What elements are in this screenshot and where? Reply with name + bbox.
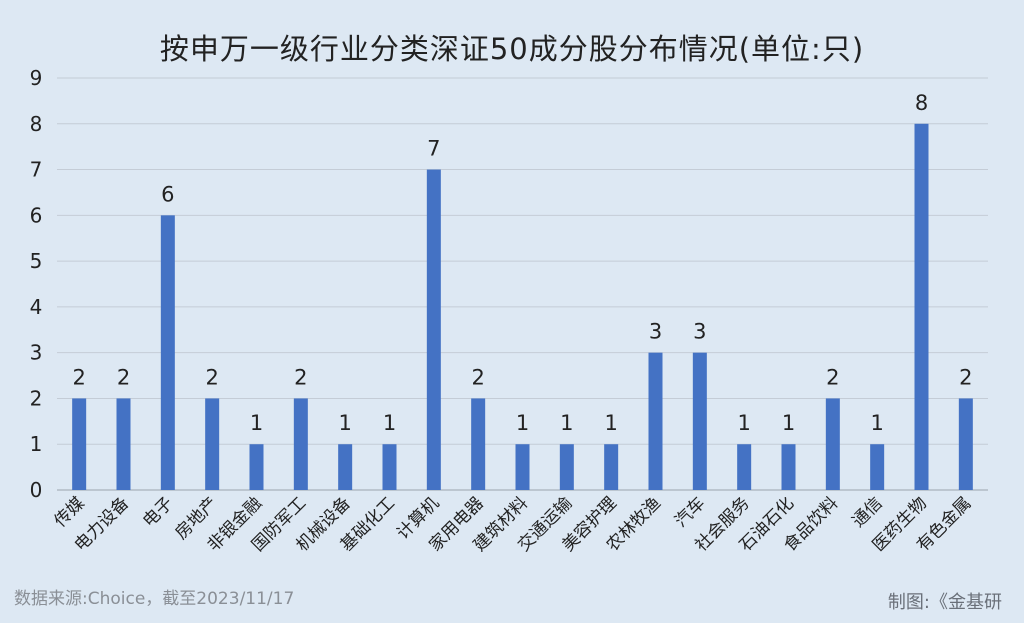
data-label: 1 — [516, 411, 529, 435]
data-label: 2 — [117, 365, 130, 389]
x-tick-label: 汽车 — [671, 493, 709, 531]
bar — [870, 444, 885, 490]
data-label: 1 — [560, 411, 573, 435]
y-tick-label: 6 — [30, 203, 43, 227]
bar — [515, 444, 530, 490]
y-tick-label: 3 — [30, 341, 43, 365]
data-label: 7 — [427, 137, 440, 161]
bar — [249, 444, 264, 490]
bar — [205, 398, 220, 490]
bar — [559, 444, 574, 490]
bar — [426, 169, 441, 491]
data-label: 2 — [72, 365, 85, 389]
credit-note: 制图:《金基研 — [887, 592, 1002, 613]
bar — [781, 444, 796, 490]
data-label: 1 — [737, 411, 750, 435]
data-label: 6 — [161, 182, 174, 206]
bar — [116, 398, 131, 490]
bar — [338, 444, 353, 490]
data-label: 3 — [649, 320, 662, 344]
bar — [604, 444, 619, 490]
bar — [825, 398, 840, 490]
bar — [914, 123, 929, 491]
data-label: 2 — [826, 365, 839, 389]
data-label: 3 — [693, 320, 706, 344]
bar — [293, 398, 308, 490]
bar — [72, 398, 87, 490]
bar — [382, 444, 397, 490]
data-label: 1 — [870, 411, 883, 435]
data-label: 2 — [205, 365, 218, 389]
y-tick-label: 0 — [30, 478, 43, 502]
chart-title: 按申万一级行业分类深证50成分股分布情况(单位:只) — [159, 32, 865, 66]
data-label: 2 — [471, 365, 484, 389]
y-tick-label: 9 — [30, 66, 43, 90]
y-tick-label: 1 — [30, 432, 43, 456]
data-label: 1 — [338, 411, 351, 435]
data-label: 1 — [604, 411, 617, 435]
data-label: 1 — [250, 411, 263, 435]
y-tick-label: 4 — [30, 295, 43, 319]
data-label: 1 — [782, 411, 795, 435]
y-tick-label: 5 — [30, 249, 43, 273]
y-tick-label: 8 — [30, 112, 43, 136]
data-label: 2 — [294, 365, 307, 389]
bar — [958, 398, 973, 490]
bar — [648, 352, 663, 490]
data-label: 8 — [915, 91, 928, 115]
bar — [692, 352, 707, 490]
bar — [737, 444, 752, 490]
y-tick-label: 7 — [30, 158, 43, 182]
bar — [471, 398, 486, 490]
x-tick-label: 传媒 — [51, 493, 89, 531]
data-label: 2 — [959, 365, 972, 389]
y-tick-label: 2 — [30, 386, 43, 410]
bar — [160, 215, 175, 491]
data-label: 1 — [383, 411, 396, 435]
source-note: 数据来源:Choice，截至2023/11/17 — [14, 589, 295, 609]
x-tick-label: 通信 — [849, 493, 887, 531]
x-tick-label: 电子 — [139, 493, 177, 531]
